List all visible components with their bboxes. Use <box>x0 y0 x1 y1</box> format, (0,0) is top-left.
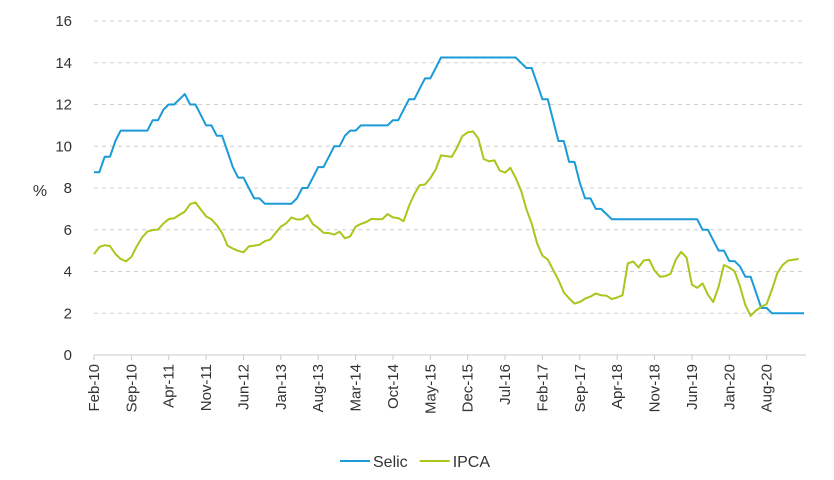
x-axis: Feb-10 Sep-10 Apr-11 Nov-11 Jun-12 Jan-13 Aug-… <box>86 354 806 414</box>
x-tick-label: Aug-20 <box>759 364 776 412</box>
y-tick-label: 12 <box>55 97 72 114</box>
legend-label-ipca: IPCA <box>453 454 491 471</box>
x-tick-label: Sep-17 <box>572 364 589 412</box>
x-tick-label: Jan-13 <box>273 364 290 410</box>
x-tick-label: Jun-12 <box>235 364 252 410</box>
x-tick-label: Oct-14 <box>385 364 402 409</box>
x-tick-label: Jul-16 <box>497 364 514 405</box>
x-tick-label: Dec-15 <box>460 364 477 412</box>
x-tick-label: Feb-17 <box>534 364 551 412</box>
y-tick-label: 10 <box>55 138 72 155</box>
x-tick-label: Mar-14 <box>348 364 365 412</box>
y-tick-label: 4 <box>64 264 72 281</box>
series-line-selic <box>94 56 804 315</box>
x-tick-label: May-15 <box>422 364 439 414</box>
x-tick-label: Feb-10 <box>86 364 103 412</box>
x-tick-label: Jan-20 <box>721 364 738 410</box>
y-tick-label: 0 <box>64 347 72 364</box>
series-line-ipca <box>93 130 799 317</box>
y-tick-label: 16 <box>55 13 72 30</box>
series-lines <box>93 56 804 317</box>
x-tick-label: Jun-19 <box>684 364 701 410</box>
x-tick-label: Sep-10 <box>123 364 140 412</box>
x-tick-label: Apr-11 <box>161 364 178 408</box>
y-tick-label: 2 <box>64 305 72 322</box>
y-axis-label: % <box>33 183 47 200</box>
x-tick-label: Nov-11 <box>198 364 215 411</box>
y-tick-label: 8 <box>64 180 72 197</box>
y-tick-label: 6 <box>64 222 72 239</box>
x-tick-label: Apr-18 <box>609 364 626 409</box>
x-tick-label: Nov-18 <box>647 364 664 412</box>
y-tick-label: 14 <box>55 55 72 72</box>
gridlines <box>94 20 804 314</box>
legend: Selic IPCA <box>340 454 490 471</box>
x-tick-label: Aug-13 <box>310 364 327 412</box>
y-axis: 0 2 4 6 8 10 12 14 16 <box>55 13 72 364</box>
legend-label-selic: Selic <box>373 454 408 471</box>
